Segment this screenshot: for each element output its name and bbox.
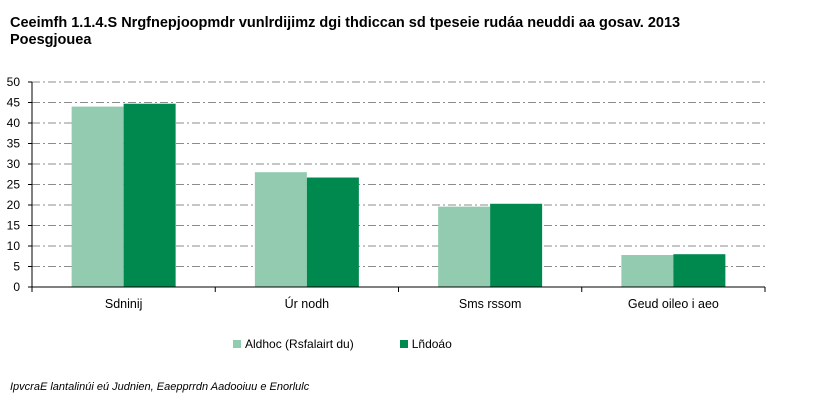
y-tick-label: 10 [7,239,21,253]
y-tick-label: 0 [13,280,20,294]
y-tick-label: 30 [7,157,21,171]
x-tick-label: Geud oileo i aeo [628,297,719,311]
legend-item-series-2: Lñdoáo [399,337,452,351]
bar-2-1 [123,103,176,287]
legend-label-series-1: Aldhoc (Rsfalairt du) [245,337,354,351]
y-tick-label: 35 [7,137,21,151]
x-tick-label: Úr nodh [285,296,330,311]
x-tick-label: Sdninij [105,297,143,311]
y-tick-label: 40 [7,116,21,130]
x-tick-label: Sms rssom [459,297,522,311]
source-note: IpvcraE lantalinúi eú Judnien, Eaepprrdn… [10,381,310,393]
bar-1-3 [438,206,491,287]
chart-legend: Aldhoc (Rsfalairt du) Lñdoáo [233,337,452,351]
bar-chart: 0 5 10 15 20 25 30 35 40 45 50 Sdninij Úr nodh Sms rs… [7,75,766,311]
y-tick-label: 20 [7,198,21,212]
chart-title-line-1: Ceeimfh 1.1.4.S Nrgfnepjoopmdr vunlrdiji… [10,15,681,31]
legend-swatch-series-1 [233,340,241,348]
chart-title-line-2: Poesgjouea [10,32,92,48]
y-tick-label: 25 [7,178,21,192]
y-tick-label: 50 [7,75,21,89]
legend-item-series-1: Aldhoc (Rsfalairt du) [233,337,354,351]
bar-1-2 [254,172,307,287]
legend-swatch-series-2 [399,340,408,348]
bar-2-4 [673,254,726,287]
y-tick-label: 45 [7,96,21,110]
bar-2-2 [306,177,359,287]
chart-title: Ceeimfh 1.1.4.S Nrgfnepjoopmdr vunlrdiji… [10,15,800,49]
y-tick-label: 15 [7,219,21,233]
bar-2-3 [490,203,543,287]
bar-1-1 [71,106,124,287]
y-tick-label: 5 [13,260,20,274]
bar-1-4 [621,255,674,287]
legend-label-series-2: Lñdoáo [411,337,452,351]
